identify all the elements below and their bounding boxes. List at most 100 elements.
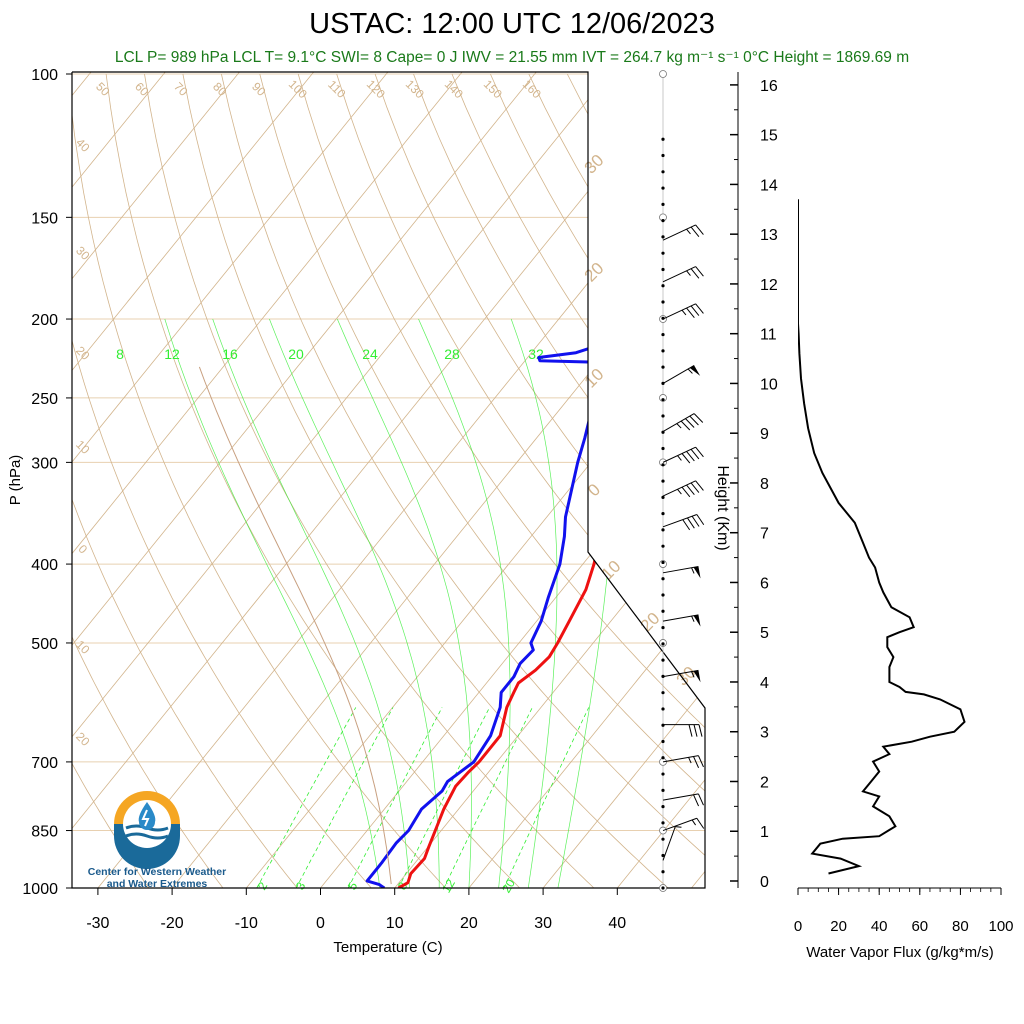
wind-barb-half-flag (691, 671, 695, 678)
height-tick-label: 0 (760, 874, 769, 891)
wind-barb-staff (662, 614, 699, 622)
wind-barb-flag (690, 482, 700, 493)
wind-barb-flag (697, 793, 704, 806)
wind-barb-pennant (693, 670, 701, 683)
isotherm-line (232, 72, 705, 888)
barb-level-dot (661, 202, 665, 206)
flux-x-tick-label: 80 (952, 918, 969, 935)
moist-adiabat-label: 16 (222, 346, 238, 362)
wind-barb-flag (690, 448, 700, 460)
y-tick-label: 400 (31, 557, 58, 574)
height-tick-label: 1 (760, 824, 769, 841)
height-tick-label: 5 (760, 625, 769, 642)
barb-level-dot (661, 512, 665, 516)
height-tick-label: 4 (760, 675, 769, 692)
logo-caption: Center for Western Weather and Water Ext… (42, 866, 272, 890)
wind-barb-flag (693, 756, 700, 769)
flux-y-axis-label: Height (Km) (714, 465, 731, 550)
dry-adiabat-label: 110 (325, 77, 349, 101)
isotherm-label: 30 (673, 663, 700, 690)
barb-level-dot (661, 153, 665, 158)
y-tick-label: 850 (31, 824, 58, 841)
x-tick-label: 30 (534, 915, 552, 932)
isotherm-line (72, 72, 476, 888)
barb-level-dot (661, 788, 665, 792)
dry-adiabat-line (72, 73, 463, 888)
isotherm-line (454, 72, 705, 888)
wind-barb-flag (686, 451, 695, 462)
wind-barb-half-flag (691, 819, 697, 826)
wind-barb-flag (688, 724, 693, 737)
height-tick-label: 8 (760, 476, 769, 493)
moist-adiabat-line (164, 318, 381, 888)
dry-adiabat-line (643, 73, 705, 888)
moist-adiabat-line (212, 318, 410, 888)
dry-adiabat-label: 140 (442, 77, 466, 101)
isotherm-line (72, 72, 253, 888)
height-tick-label: 14 (760, 177, 778, 194)
wind-barb-staff (662, 224, 696, 241)
barb-level-dot (661, 332, 665, 337)
barb-level-dot (661, 870, 665, 874)
dewpoint-profile (365, 216, 705, 888)
barb-level-dot (661, 495, 665, 499)
wind-barb-half-flag (687, 368, 693, 374)
x-tick-label: 0 (316, 915, 325, 932)
wind-barb-half-flag (681, 309, 687, 316)
barb-level-circle (659, 70, 667, 78)
x-tick-label: -20 (161, 915, 184, 932)
isotherm-line (72, 72, 550, 888)
x-tick-label: -30 (86, 915, 109, 932)
dry-adiabat-line (336, 73, 705, 888)
x-tick-label: -10 (235, 915, 258, 932)
barb-level-dot (661, 284, 665, 288)
barb-level-dot (661, 186, 665, 190)
flux-x-tick-label: 20 (830, 918, 847, 935)
wind-barb-staff (662, 514, 697, 528)
wind-barb-flag (698, 724, 703, 737)
barb-level-dot (661, 739, 665, 744)
moist-adiabat-line (418, 318, 511, 888)
height-tick-label: 12 (760, 277, 778, 294)
mixing-ratio-label: 12 (439, 876, 458, 895)
barb-level-dot (661, 593, 665, 597)
skewt-frame (71, 71, 706, 889)
isotherm-label: 20 (73, 729, 93, 749)
dry-adiabat-line (182, 73, 688, 888)
isotherm-label: 40 (73, 135, 93, 155)
barb-level-dot (661, 235, 665, 239)
wind-barb-flag (695, 446, 704, 458)
isotherm-line (72, 72, 699, 888)
wind-barb-flag (695, 224, 704, 235)
isotherm-label: 30 (581, 151, 608, 178)
temperature-profile (397, 216, 705, 888)
y-tick-label: 200 (31, 312, 58, 329)
dry-adiabat-label: 60 (132, 79, 152, 99)
mixing-ratio-line (503, 707, 590, 888)
dry-adiabat-line (605, 73, 705, 888)
wind-barb-half-flag (676, 423, 682, 429)
height-tick-label: 16 (760, 78, 778, 95)
wind-barb-staff (662, 755, 699, 763)
isotherm-line (72, 72, 179, 888)
wind-barb-half-flag (688, 757, 692, 764)
wind-barb-pennant (693, 614, 701, 627)
wind-barb-flag (680, 420, 691, 431)
chart-title: USTAC: 12:00 UTC 12/06/2023 (309, 8, 715, 40)
barb-level-dot (661, 463, 665, 467)
flux-profile (798, 199, 966, 875)
wind-barb-staff (662, 365, 695, 384)
isotherm-line (528, 72, 705, 888)
mixing-ratio-label: 5 (345, 879, 361, 892)
mixing-ratio-label: 3 (293, 879, 309, 892)
barb-level-dot (661, 365, 665, 369)
y-tick-label: 300 (31, 455, 58, 472)
moist-adiabat-label: 28 (444, 346, 460, 362)
barb-level-dot (661, 609, 665, 613)
wind-barb-staff (662, 826, 676, 861)
barb-level-circle (659, 560, 667, 568)
barb-level-dot (661, 398, 665, 402)
wind-barb-half-flag (677, 455, 682, 461)
moist-adiabat-label: 20 (288, 346, 304, 362)
